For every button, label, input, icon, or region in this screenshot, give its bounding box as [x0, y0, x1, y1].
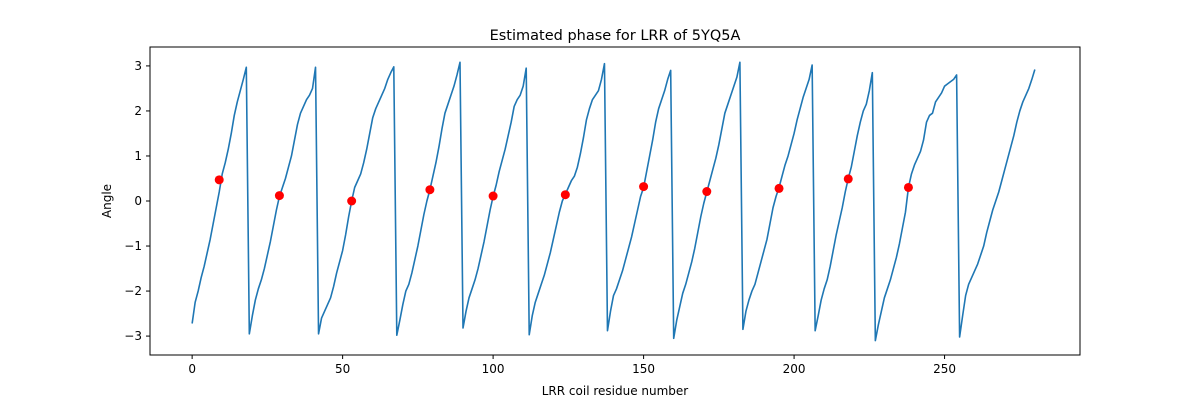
y-tick-label: 0: [134, 194, 142, 208]
phase-point: [347, 196, 357, 206]
phase-point: [843, 174, 853, 184]
phase-point: [560, 190, 570, 200]
x-tick-label: 250: [933, 362, 956, 376]
y-tick-label: −3: [124, 329, 142, 343]
phase-point: [214, 175, 224, 185]
y-tick-label: 3: [134, 59, 142, 73]
y-axis-label: Angle: [100, 184, 114, 218]
x-tick-label: 100: [482, 362, 505, 376]
phase-line: [191, 61, 1036, 342]
phase-point: [639, 182, 649, 192]
phase-point: [702, 187, 712, 197]
chart-title: Estimated phase for LRR of 5YQ5A: [490, 28, 741, 44]
x-tick-label: 150: [632, 362, 655, 376]
y-tick-label: 2: [134, 104, 142, 118]
x-tick-label: 50: [335, 362, 350, 376]
phase-point: [425, 185, 435, 195]
y-tick-label: 1: [134, 149, 142, 163]
phase-point: [774, 183, 784, 193]
phase-point: [488, 191, 498, 201]
x-axis: 0 50 100 150 200 250: [188, 355, 956, 376]
y-axis: −3 −2 −1 0 1 2 3: [124, 59, 150, 343]
phase-point: [903, 182, 913, 192]
x-tick-label: 0: [188, 362, 196, 376]
y-tick-label: −2: [124, 284, 142, 298]
y-tick-label: −1: [124, 239, 142, 253]
x-tick-label: 200: [783, 362, 806, 376]
plot-area: [191, 61, 1036, 342]
x-axis-label: LRR coil residue number: [542, 384, 689, 398]
phase-point: [274, 191, 284, 201]
